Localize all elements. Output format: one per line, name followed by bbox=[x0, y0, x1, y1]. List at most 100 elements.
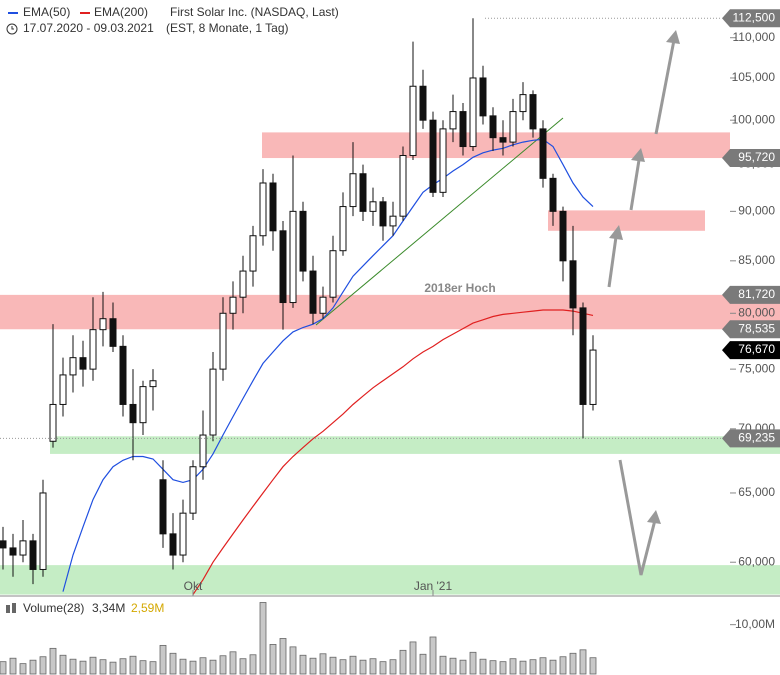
chart-title: First Solar Inc. (NASDAQ, Last) bbox=[170, 5, 339, 19]
candle-body bbox=[229, 296, 237, 314]
candle-body bbox=[59, 374, 67, 405]
volume-bar bbox=[549, 659, 557, 675]
candle-body bbox=[379, 201, 387, 227]
volume-bar bbox=[29, 659, 37, 675]
volume-bar bbox=[499, 661, 507, 675]
candle-body bbox=[209, 368, 217, 436]
candle-body bbox=[569, 260, 577, 309]
volume-bar bbox=[229, 651, 237, 675]
date-range: 17.07.2020 - 09.03.2021 bbox=[23, 21, 154, 35]
axes: 60,00065,00070,00075,00080,00085,00090,0… bbox=[0, 9, 780, 631]
plot bbox=[0, 18, 597, 675]
volume-bar bbox=[419, 653, 427, 675]
volume-bar bbox=[129, 655, 137, 675]
candle-body bbox=[419, 85, 427, 121]
volume-bar bbox=[39, 656, 47, 675]
candle-body bbox=[139, 386, 147, 424]
arrows bbox=[607, 30, 680, 576]
level-label: 112,500 bbox=[733, 10, 776, 24]
volume-bar bbox=[269, 644, 277, 675]
y-tick-label: 80,000 bbox=[738, 305, 775, 319]
candle-body bbox=[89, 329, 97, 370]
candle-body bbox=[579, 307, 587, 405]
volume-tick-label: 10,00M bbox=[735, 617, 775, 631]
candle-body bbox=[439, 128, 447, 193]
candle-body bbox=[199, 434, 207, 468]
candle-body bbox=[19, 540, 27, 556]
trend-line bbox=[315, 117, 564, 326]
ema-line bbox=[62, 138, 594, 592]
volume-title: Volume(28) bbox=[23, 601, 84, 615]
volume-bar bbox=[439, 655, 447, 675]
candle-body bbox=[49, 403, 57, 442]
y-tick-label: 75,000 bbox=[738, 361, 775, 375]
ema-line bbox=[192, 309, 594, 595]
volume-bar bbox=[249, 654, 257, 675]
candle-body bbox=[529, 94, 537, 130]
volume-bar bbox=[199, 657, 207, 675]
candle-body bbox=[429, 119, 437, 193]
x-tick-label: Okt bbox=[184, 579, 203, 593]
volume-bar bbox=[259, 602, 267, 675]
level-label: 78,535 bbox=[738, 321, 775, 335]
volume-last: 3,34M bbox=[92, 601, 125, 615]
candle-body bbox=[459, 111, 467, 148]
candle-body bbox=[249, 235, 257, 272]
candle-body bbox=[499, 137, 507, 143]
candle-body bbox=[279, 230, 287, 304]
candle-body bbox=[469, 77, 477, 148]
volume-bar bbox=[289, 646, 297, 675]
volume-bar bbox=[539, 657, 547, 675]
legend-ema50: EMA(50) bbox=[23, 5, 70, 19]
candle-body bbox=[269, 182, 277, 232]
y-tick-label: 60,000 bbox=[738, 554, 775, 568]
candle-body bbox=[169, 533, 177, 556]
candle-body bbox=[69, 357, 77, 376]
volume-bar bbox=[49, 647, 57, 675]
volume-bar bbox=[189, 660, 197, 675]
range-note: (EST, 8 Monate, 1 Tag) bbox=[166, 21, 289, 35]
volume-bar bbox=[139, 660, 147, 675]
level-tag bbox=[722, 320, 780, 339]
candle-body bbox=[539, 128, 547, 179]
candle-body bbox=[509, 111, 517, 143]
volume-bar bbox=[279, 638, 287, 675]
candle-body bbox=[489, 115, 497, 139]
candle-body bbox=[189, 466, 197, 514]
x-tick-label: Jan '21 bbox=[414, 579, 453, 593]
candle-body bbox=[479, 77, 487, 117]
level-label: 95,720 bbox=[738, 150, 775, 164]
volume-bar bbox=[589, 657, 597, 675]
volume-bar bbox=[109, 661, 117, 675]
legend-ema200: EMA(200) bbox=[94, 5, 148, 19]
volume-bar bbox=[519, 660, 527, 675]
candle-body bbox=[319, 296, 327, 314]
volume-bar bbox=[299, 654, 307, 675]
volume-bar bbox=[469, 651, 477, 675]
volume-bar bbox=[239, 658, 247, 675]
candle-body bbox=[219, 312, 227, 370]
volume-bar bbox=[119, 658, 127, 675]
zones bbox=[0, 132, 780, 595]
volume-bar bbox=[559, 656, 567, 675]
volume-bar bbox=[349, 655, 357, 675]
candle-body bbox=[329, 250, 337, 298]
y-tick-label: 105,000 bbox=[732, 70, 776, 84]
volume-bar bbox=[69, 658, 77, 675]
volume-bar bbox=[99, 659, 107, 675]
annotation: 2018er Hoch bbox=[424, 281, 495, 295]
candle-body bbox=[259, 182, 267, 237]
volume-bar bbox=[309, 657, 317, 675]
y-tick-label: 110,000 bbox=[733, 30, 776, 44]
volume-bar bbox=[369, 658, 377, 675]
level-tag bbox=[722, 285, 780, 304]
candle-body bbox=[289, 210, 297, 304]
zone bbox=[0, 565, 780, 595]
candle-body bbox=[339, 206, 347, 252]
candle-body bbox=[0, 540, 7, 549]
candle-body bbox=[409, 85, 417, 157]
candle-body bbox=[589, 349, 597, 405]
volume-bar bbox=[319, 653, 327, 675]
candle-body bbox=[99, 318, 107, 331]
volume-bar bbox=[489, 660, 497, 675]
